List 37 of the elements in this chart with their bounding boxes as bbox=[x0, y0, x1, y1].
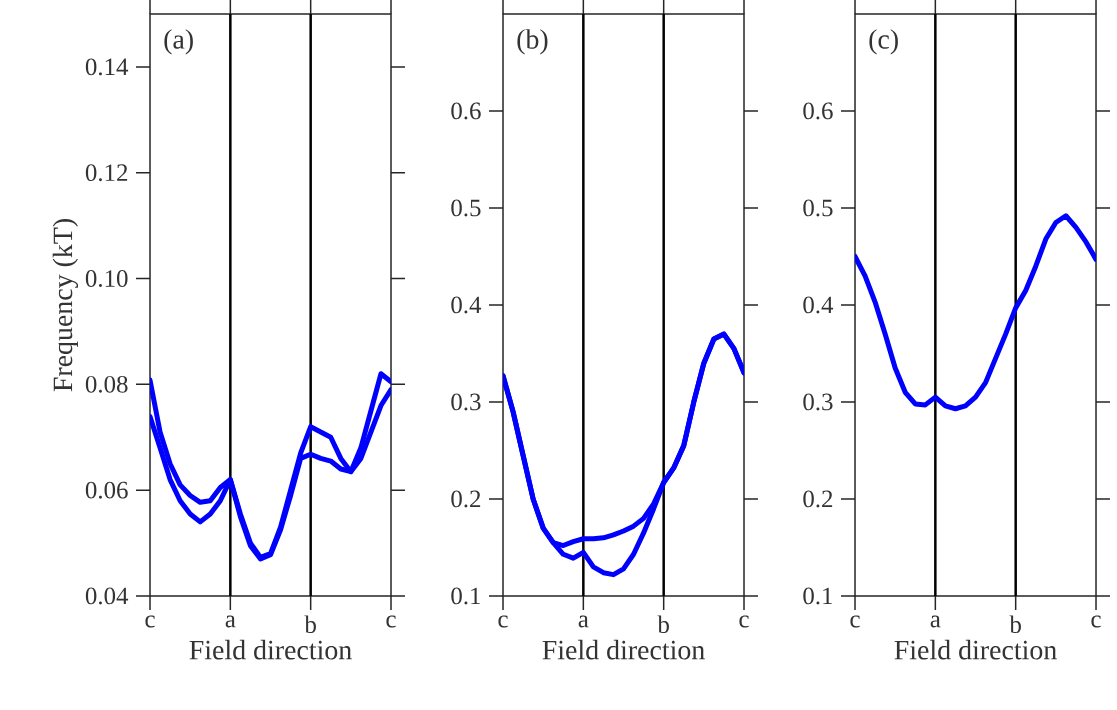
y-tick-label: 0.2 bbox=[803, 490, 833, 508]
y-tick-label: 0.08 bbox=[85, 375, 128, 393]
x-tick-label: b bbox=[657, 615, 669, 634]
y-tick-label: 0.10 bbox=[85, 270, 128, 287]
x-tick-label: c bbox=[1091, 615, 1101, 628]
x-tick-label: c bbox=[739, 615, 749, 628]
x-tick-label: c bbox=[386, 615, 396, 628]
y-tick-label: 0.6 bbox=[451, 102, 481, 120]
y-axis-title: Frequency (kT) bbox=[52, 219, 79, 392]
annotation: (a) bbox=[164, 29, 193, 55]
annotation: (c) bbox=[869, 29, 898, 55]
y-tick-label: 0.2 bbox=[451, 490, 481, 508]
x-tick-label: a bbox=[225, 615, 236, 628]
x-tick-label: c bbox=[498, 615, 508, 628]
x-axis-title: Field direction bbox=[542, 639, 705, 660]
x-tick-label: c bbox=[850, 615, 860, 628]
y-tick-label: 0.1 bbox=[451, 587, 480, 605]
y-tick-label: 0.6 bbox=[803, 102, 833, 120]
x-tick-label: b bbox=[1009, 615, 1021, 634]
x-axis-title: Field direction bbox=[894, 639, 1057, 660]
x-tick-label: a bbox=[930, 615, 941, 628]
y-tick-label: 0.1 bbox=[803, 587, 832, 605]
y-tick-label: 0.5 bbox=[451, 199, 481, 217]
y-tick-label: 0.4 bbox=[803, 296, 834, 314]
x-tick-label: c bbox=[145, 615, 155, 628]
y-tick-label: 0.4 bbox=[451, 296, 482, 314]
annotation: (b) bbox=[517, 29, 548, 55]
x-tick-label: a bbox=[578, 615, 589, 628]
x-tick-label: b bbox=[304, 615, 316, 634]
y-tick-label: 0.3 bbox=[451, 393, 481, 411]
y-tick-label: 0.14 bbox=[85, 58, 129, 76]
y-tick-label: 0.06 bbox=[85, 481, 128, 499]
y-tick-label: 0.12 bbox=[85, 164, 128, 182]
y-tick-label: 0.04 bbox=[85, 587, 129, 605]
y-tick-label: 0.3 bbox=[803, 393, 833, 411]
x-axis-title: Field direction bbox=[189, 639, 352, 660]
y-tick-label: 0.5 bbox=[803, 199, 833, 217]
